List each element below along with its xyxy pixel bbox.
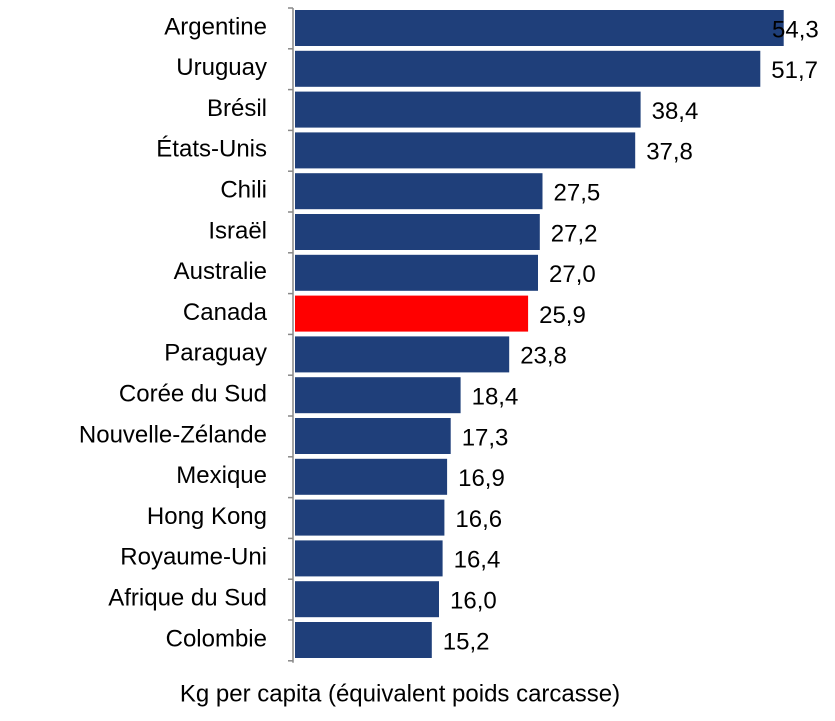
bar: [295, 254, 538, 291]
y-tick-label: Corée du Sud: [119, 381, 267, 408]
y-tick-label: Paraguay: [164, 340, 267, 367]
value-label: 16,6: [455, 506, 502, 533]
bar: [295, 458, 448, 495]
bar: [295, 91, 641, 128]
bar: [295, 132, 636, 169]
value-label: 54,3: [772, 16, 819, 43]
y-tick-label: Nouvelle-Zélande: [79, 421, 267, 448]
value-label: 16,0: [450, 588, 497, 615]
bar: [295, 295, 529, 332]
y-tick-label: Israël: [208, 217, 267, 244]
value-label: 17,3: [462, 424, 509, 451]
value-label: 37,8: [646, 139, 693, 166]
bar: [295, 499, 445, 536]
value-label: 51,7: [771, 57, 818, 84]
y-tick-label: Australie: [174, 258, 267, 285]
value-label: 23,8: [520, 343, 567, 370]
y-tick-label: Royaume-Uni: [120, 544, 267, 571]
value-label: 15,2: [443, 628, 490, 655]
bar: [295, 581, 439, 618]
y-tick-label: Colombie: [166, 625, 267, 652]
x-axis-title: Kg per capita (équivalent poids carcasse…: [180, 680, 620, 707]
bar: [295, 377, 461, 414]
value-label: 27,0: [549, 261, 596, 288]
y-tick-label: Argentine: [164, 13, 267, 40]
y-tick-label: Uruguay: [176, 54, 267, 81]
value-label: 27,2: [551, 220, 598, 247]
bar: [295, 418, 451, 454]
bar: [295, 336, 510, 373]
y-tick-label: Brésil: [207, 95, 267, 122]
y-tick-label: Afrique du Sud: [108, 585, 267, 612]
y-tick-label: États-Unis: [156, 136, 267, 163]
y-tick-label: Hong Kong: [147, 503, 267, 530]
bar: [295, 622, 432, 658]
bar: [295, 540, 443, 577]
value-label: 16,9: [458, 465, 505, 492]
bar: [295, 10, 784, 46]
value-label: 27,5: [554, 180, 601, 207]
y-tick-label: Canada: [183, 299, 268, 326]
bar: [295, 50, 761, 87]
value-label: 16,4: [454, 547, 501, 574]
value-label: 38,4: [652, 98, 699, 125]
bar: [295, 214, 540, 250]
value-label: 25,9: [539, 302, 586, 329]
value-label: 18,4: [472, 384, 519, 411]
y-tick-label: Mexique: [176, 462, 267, 489]
bar: [295, 173, 543, 210]
y-tick-label: Chili: [220, 177, 267, 204]
